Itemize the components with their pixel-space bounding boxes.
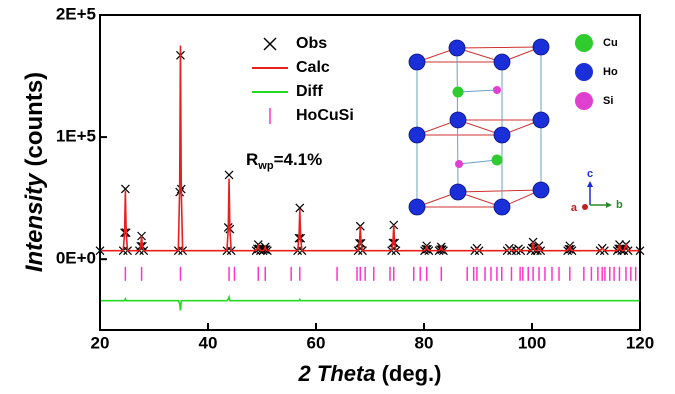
y-tick-label: 0E+0	[56, 249, 96, 268]
x-tick-label: 40	[199, 333, 218, 352]
annotation-subscript: wp	[257, 160, 274, 172]
plot-area	[96, 46, 644, 311]
y-label-italic: Intensity	[21, 172, 48, 272]
x-tick-label: 120	[626, 333, 654, 352]
axis-letter: a	[571, 202, 578, 214]
series-line	[100, 46, 640, 251]
inset-label: Cu	[603, 37, 618, 49]
y-tick-label: 1E+5	[56, 127, 96, 146]
legend-label: HoCuSi	[296, 107, 354, 124]
chart: Cu Ho Si a b c Rwp=4.1% 2 Theta(deg.) In…	[0, 0, 675, 394]
legend-label: Diff	[296, 83, 323, 100]
annotation-text: R	[246, 150, 258, 169]
x-tick-label: 60	[307, 333, 326, 352]
y-tick-label: 2E+5	[56, 4, 96, 23]
inset-label: Ho	[603, 66, 618, 78]
series-line	[100, 297, 640, 310]
y-label: (counts)	[21, 72, 48, 167]
obs-marker	[225, 171, 233, 179]
y-axis-label: Intensity (counts)	[21, 72, 48, 272]
legend-label: Obs	[296, 35, 327, 52]
x-tick-label: 100	[518, 333, 546, 352]
annotation-tail: =4.1%	[274, 150, 323, 169]
legend-label: Calc	[296, 59, 330, 76]
legend-symbol	[264, 38, 276, 50]
x-tick-label: 80	[415, 333, 434, 352]
crystal-structure: Cu Ho Si a b c	[409, 34, 623, 215]
x-label-italic: 2 Theta	[298, 361, 376, 386]
x-tick-label: 20	[91, 333, 110, 352]
inset-label: Si	[603, 95, 613, 107]
annotation: Rwp=4.1%	[246, 150, 322, 171]
x-label: (deg.)	[382, 361, 442, 386]
x-axis-label: 2 Theta(deg.)	[298, 361, 442, 386]
axis-letter: c	[587, 168, 593, 180]
axis-letter: b	[616, 199, 623, 211]
